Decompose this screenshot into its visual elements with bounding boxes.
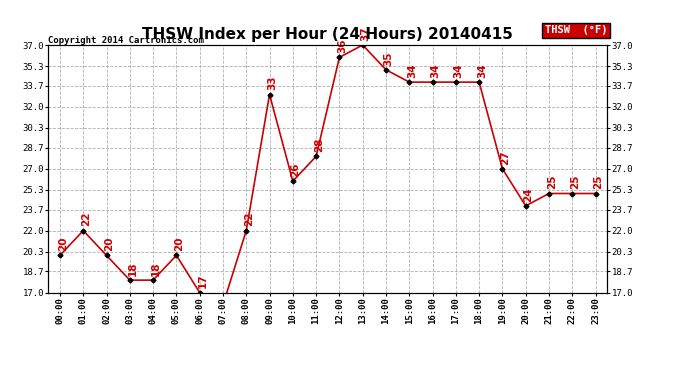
Text: 34: 34 [431,63,440,78]
Text: 37: 37 [360,26,371,41]
Text: 28: 28 [314,138,324,152]
Text: 25: 25 [593,175,603,189]
Text: 33: 33 [267,76,277,90]
Text: 22: 22 [244,212,254,226]
Text: THSW  (°F): THSW (°F) [544,25,607,35]
Text: 25: 25 [546,175,557,189]
Text: 25: 25 [570,175,580,189]
Text: 24: 24 [524,187,533,202]
Text: 20: 20 [104,237,115,251]
Text: 22: 22 [81,212,91,226]
Text: 18: 18 [151,261,161,276]
Text: 27: 27 [500,150,510,165]
Text: 20: 20 [58,237,68,251]
Text: 34: 34 [453,63,464,78]
Title: THSW Index per Hour (24 Hours) 20140415: THSW Index per Hour (24 Hours) 20140415 [142,27,513,42]
Text: 16: 16 [0,374,1,375]
Text: 34: 34 [477,63,487,78]
Text: 34: 34 [407,63,417,78]
Text: 18: 18 [128,261,137,276]
Text: 35: 35 [384,51,394,66]
Text: 17: 17 [197,274,208,288]
Text: 26: 26 [290,162,301,177]
Text: Copyright 2014 Cartronics.com: Copyright 2014 Cartronics.com [48,36,204,45]
Text: 20: 20 [174,237,184,251]
Text: 36: 36 [337,39,347,53]
